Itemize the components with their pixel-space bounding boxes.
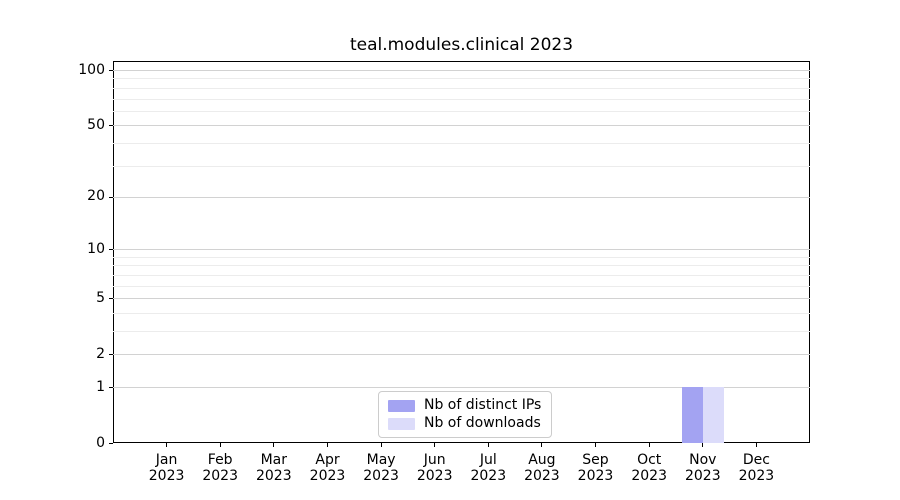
y-gridline-major xyxy=(113,354,810,356)
x-tick-mark xyxy=(327,443,328,447)
x-tick-label: Jun 2023 xyxy=(403,452,467,484)
y-gridline-minor xyxy=(113,110,810,112)
x-tick-month: Apr xyxy=(315,452,340,468)
x-tick-label: Sep 2023 xyxy=(564,452,628,484)
bar-downloads xyxy=(702,387,725,443)
x-tick-label: Dec 2023 xyxy=(724,452,788,484)
x-tick-year: 2023 xyxy=(202,468,238,484)
y-gridline-minor xyxy=(113,274,810,276)
y-gridline-major xyxy=(113,298,810,300)
x-tick-mark xyxy=(541,443,543,447)
x-tick-month: Feb xyxy=(207,452,233,468)
x-tick-month: Aug xyxy=(528,452,556,468)
x-tick-year: 2023 xyxy=(524,468,560,484)
y-tick-mark xyxy=(109,125,113,127)
y-gridline-minor xyxy=(113,78,810,80)
x-tick-year: 2023 xyxy=(255,468,292,484)
x-tick-month: May xyxy=(366,452,396,468)
x-tick-mark xyxy=(219,443,221,447)
x-tick-month: Mar xyxy=(260,452,287,468)
legend-label-distinct-ips: Nb of distinct IPs xyxy=(424,397,542,413)
y-tick-mark xyxy=(109,354,113,356)
y-gridline-minor xyxy=(113,285,810,287)
y-gridline-minor xyxy=(113,87,810,89)
x-tick-label: Feb 2023 xyxy=(188,452,252,484)
x-tick-mark xyxy=(648,443,650,447)
y-tick-mark xyxy=(109,249,113,251)
x-tick-mark xyxy=(595,443,596,447)
x-tick-month: Jul xyxy=(479,452,497,468)
y-gridline-major xyxy=(113,196,810,198)
x-tick-year: 2023 xyxy=(738,468,775,484)
legend-item-distinct-ips: Nb of distinct IPs xyxy=(388,397,541,414)
legend-swatch-distinct-ips-icon xyxy=(388,399,415,412)
y-tick-label: 50 xyxy=(87,116,105,133)
x-tick-label: May 2023 xyxy=(349,452,413,484)
y-gridline-major xyxy=(113,387,810,388)
x-tick-label: Aug 2023 xyxy=(510,452,574,484)
legend-swatch-downloads-icon xyxy=(388,417,415,430)
y-tick-label: 1 xyxy=(96,378,105,395)
y-tick-label: 2 xyxy=(96,345,105,362)
x-tick-label: Mar 2023 xyxy=(242,452,306,484)
y-tick-mark xyxy=(109,443,113,444)
y-tick-mark xyxy=(109,387,113,388)
y-gridline-minor xyxy=(113,165,810,167)
x-tick-label: Jan 2023 xyxy=(135,452,199,484)
y-tick-mark xyxy=(109,196,113,198)
x-tick-mark xyxy=(273,443,275,447)
y-tick-mark xyxy=(109,70,113,71)
y-gridline-major xyxy=(113,125,810,127)
x-tick-year: 2023 xyxy=(416,468,453,484)
x-tick-year: 2023 xyxy=(148,468,185,484)
y-gridline-minor xyxy=(113,142,810,144)
x-tick-month: Nov xyxy=(689,452,717,468)
y-gridline-major xyxy=(113,70,810,71)
y-gridline-minor xyxy=(113,98,810,100)
x-tick-year: 2023 xyxy=(631,468,667,484)
x-tick-mark xyxy=(166,443,168,447)
x-tick-month: Oct xyxy=(637,452,662,468)
x-tick-mark xyxy=(755,443,757,447)
x-tick-label: Nov 2023 xyxy=(671,452,735,484)
y-gridline-minor xyxy=(113,331,810,332)
y-tick-label: 5 xyxy=(96,289,105,306)
x-tick-month: Jan xyxy=(155,452,178,468)
y-gridline-major xyxy=(113,249,810,251)
x-tick-mark xyxy=(487,443,489,447)
x-tick-month: Dec xyxy=(742,452,770,468)
y-gridline-minor xyxy=(113,256,810,258)
x-tick-year: 2023 xyxy=(470,468,507,484)
bar-distinct-ips xyxy=(681,387,703,443)
y-gridline-minor xyxy=(113,312,810,314)
x-tick-mark xyxy=(702,443,704,447)
y-tick-label: 100 xyxy=(78,61,105,78)
legend: Nb of distinct IPs Nb of downloads xyxy=(378,391,553,438)
y-tick-label: 0 xyxy=(96,434,105,451)
y-tick-label: 10 xyxy=(87,240,105,257)
plot-area xyxy=(113,61,810,443)
x-tick-mark xyxy=(380,443,382,447)
chart-title: teal.modules.clinical 2023 xyxy=(349,35,574,55)
x-tick-month: Jun xyxy=(423,452,446,468)
x-tick-year: 2023 xyxy=(684,468,721,484)
y-tick-mark xyxy=(109,298,113,300)
x-tick-year: 2023 xyxy=(577,468,614,484)
y-gridline-minor xyxy=(113,265,810,267)
legend-item-downloads: Nb of downloads xyxy=(388,415,541,432)
legend-label-downloads: Nb of downloads xyxy=(424,415,541,431)
x-tick-year: 2023 xyxy=(363,468,399,484)
x-tick-label: Oct 2023 xyxy=(617,452,681,484)
x-tick-label: Jul 2023 xyxy=(456,452,520,484)
x-tick-year: 2023 xyxy=(309,468,346,484)
y-tick-label: 20 xyxy=(87,188,105,205)
x-tick-mark xyxy=(434,443,436,447)
x-tick-label: Apr 2023 xyxy=(296,452,360,484)
x-tick-month: Sep xyxy=(582,452,609,468)
